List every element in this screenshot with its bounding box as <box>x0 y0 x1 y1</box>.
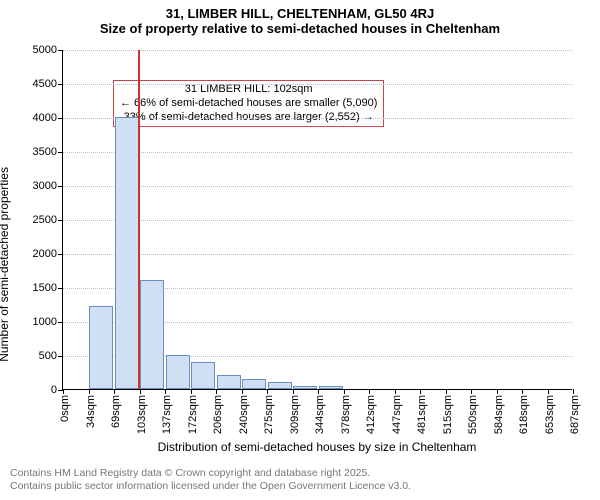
xtick-mark <box>522 389 523 394</box>
histogram-bar <box>191 362 215 389</box>
xtick-label: 584sqm <box>493 395 505 434</box>
xtick-mark <box>395 389 396 394</box>
histogram-bar <box>217 375 241 389</box>
xtick-mark <box>63 389 64 394</box>
xtick-label: 412sqm <box>365 395 377 434</box>
xtick-mark <box>471 389 472 394</box>
xtick-mark <box>548 389 549 394</box>
ytick-mark <box>58 220 63 221</box>
ytick-mark <box>58 356 63 357</box>
histogram-bar <box>115 117 139 389</box>
ytick-label: 3000 <box>33 180 57 192</box>
xtick-mark <box>191 389 192 394</box>
xtick-label: 378sqm <box>340 395 352 434</box>
histogram-bar <box>140 280 164 389</box>
xtick-mark <box>369 389 370 394</box>
xtick-label: 0sqm <box>59 395 71 422</box>
x-axis-label: Distribution of semi-detached houses by … <box>62 440 572 454</box>
ytick-label: 3500 <box>33 146 57 158</box>
xtick-label: 103sqm <box>136 395 148 434</box>
xtick-mark <box>114 389 115 394</box>
xtick-mark <box>420 389 421 394</box>
xtick-label: 550sqm <box>467 395 479 434</box>
histogram-bar <box>166 355 190 389</box>
xtick-mark <box>293 389 294 394</box>
xtick-mark <box>216 389 217 394</box>
title-sub: Size of property relative to semi-detach… <box>0 21 600 40</box>
xtick-label: 275sqm <box>263 395 275 434</box>
y-axis-label: Number of semi-detached properties <box>0 70 11 265</box>
xtick-mark <box>497 389 498 394</box>
xtick-label: 206sqm <box>212 395 224 434</box>
xtick-label: 137sqm <box>161 395 173 434</box>
xtick-label: 172sqm <box>187 395 199 434</box>
histogram-bar <box>293 386 317 389</box>
xtick-label: 687sqm <box>569 395 581 434</box>
xtick-label: 515sqm <box>442 395 454 434</box>
xtick-mark <box>446 389 447 394</box>
ytick-label: 500 <box>39 350 57 362</box>
ytick-label: 5000 <box>33 44 57 56</box>
footer-line1: Contains HM Land Registry data © Crown c… <box>10 467 411 481</box>
xtick-mark <box>318 389 319 394</box>
ytick-label: 4000 <box>33 112 57 124</box>
xtick-label: 447sqm <box>391 395 403 434</box>
xtick-mark <box>165 389 166 394</box>
plot-area: 31 LIMBER HILL: 102sqm ← 66% of semi-det… <box>62 50 572 390</box>
callout-box: 31 LIMBER HILL: 102sqm ← 66% of semi-det… <box>113 80 384 127</box>
xtick-label: 34sqm <box>85 395 97 428</box>
xtick-label: 69sqm <box>110 395 122 428</box>
ytick-mark <box>58 50 63 51</box>
ytick-mark <box>58 118 63 119</box>
ytick-label: 0 <box>51 384 57 396</box>
xtick-mark <box>573 389 574 394</box>
ytick-label: 1000 <box>33 316 57 328</box>
ytick-label: 2000 <box>33 248 57 260</box>
ytick-mark <box>58 186 63 187</box>
ytick-mark <box>58 322 63 323</box>
footer-attribution: Contains HM Land Registry data © Crown c… <box>10 467 411 494</box>
ytick-mark <box>58 288 63 289</box>
marker-line <box>138 50 140 389</box>
xtick-mark <box>242 389 243 394</box>
callout-line2: ← 66% of semi-detached houses are smalle… <box>120 97 377 111</box>
xtick-label: 240sqm <box>238 395 250 434</box>
xtick-mark <box>267 389 268 394</box>
histogram-bar <box>319 386 343 389</box>
ytick-mark <box>58 152 63 153</box>
histogram-bar <box>89 306 113 389</box>
chart-container: Number of semi-detached properties 31 LI… <box>0 40 600 500</box>
xtick-mark <box>344 389 345 394</box>
title-main: 31, LIMBER HILL, CHELTENHAM, GL50 4RJ <box>0 0 600 21</box>
xtick-mark <box>89 389 90 394</box>
xtick-label: 481sqm <box>416 395 428 434</box>
ytick-label: 1500 <box>33 282 57 294</box>
histogram-bar <box>242 379 266 389</box>
footer-line2: Contains public sector information licen… <box>10 480 411 494</box>
xtick-label: 344sqm <box>314 395 326 434</box>
callout-line1: 31 LIMBER HILL: 102sqm <box>120 83 377 97</box>
ytick-mark <box>58 84 63 85</box>
histogram-bar <box>268 382 292 389</box>
ytick-mark <box>58 254 63 255</box>
xtick-label: 309sqm <box>289 395 301 434</box>
xtick-label: 618sqm <box>518 395 530 434</box>
ytick-label: 4500 <box>33 78 57 90</box>
ytick-label: 2500 <box>33 214 57 226</box>
xtick-mark <box>140 389 141 394</box>
xtick-label: 653sqm <box>544 395 556 434</box>
